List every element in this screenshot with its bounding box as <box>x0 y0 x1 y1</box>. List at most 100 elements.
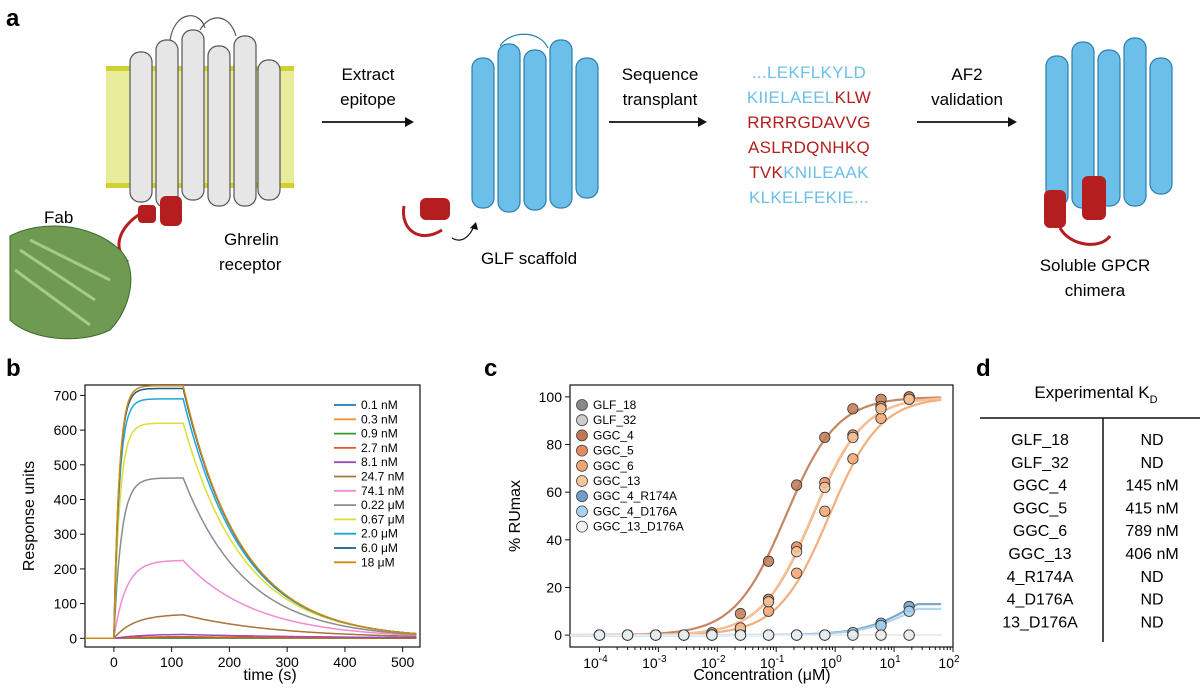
kd-table-value: 145 nM <box>1125 478 1178 495</box>
chart-c-xtick-label: 100 <box>821 654 843 671</box>
chart-c-point <box>903 393 915 405</box>
chart-c-point <box>819 481 831 494</box>
kd-table-value: 415 nM <box>1125 500 1178 517</box>
chart-c-point <box>875 629 887 641</box>
receptor-helices <box>129 15 281 209</box>
kd-table: Experimental KD GLF_18 ND GLF_32 ND GGC_4 145… <box>980 383 1200 642</box>
chart-c-legend-label: GGC_4_D176A <box>593 504 677 518</box>
receptor-label-line2: receptor <box>219 255 282 274</box>
chart-b-legend-label: 18 μM <box>361 555 395 569</box>
kd-table-construct: GLF_32 <box>1011 455 1069 472</box>
chart-c-point <box>791 567 803 579</box>
chart-c-legend-swatch <box>576 520 588 533</box>
sequence-block: ...LEKFLKYLD KIIELAEELKLW RRRRGDAVVG ASLRDQ… <box>747 63 871 207</box>
chart-c-legend-label: GLF_18 <box>593 398 637 412</box>
chart-c-ytick-label: 80 <box>546 437 562 453</box>
chart-b-legend-label: 0.9 nM <box>361 427 398 441</box>
chart-b-legend-label: 2.7 nM <box>361 441 398 455</box>
kd-table-value: 406 nM <box>1125 546 1178 563</box>
chart-b-legend-label: 6.0 μM <box>361 541 398 555</box>
sequence-segment: KLKELFEKIE... <box>749 188 869 207</box>
kd-table-construct: 4_D176A <box>1007 592 1074 609</box>
chart-c-point <box>791 546 803 558</box>
receptor-illustration <box>9 15 294 340</box>
chart-c-legend-label: GGC_5 <box>593 444 634 458</box>
step-transplant-line2: transplant <box>623 90 698 109</box>
chart-c-ytick-label: 20 <box>546 579 562 595</box>
chart-c-legend-label: GGC_6 <box>593 459 634 473</box>
chart-c-xtick-label: 10-4 <box>583 654 608 671</box>
kd-table-value: 789 nM <box>1125 523 1178 540</box>
chart-c-xtick-label: 102 <box>938 654 960 671</box>
chart-c-legend-label: GGC_4 <box>593 428 634 442</box>
kd-table-title: Experimental KD <box>1034 383 1157 406</box>
chart-c-point <box>734 629 747 641</box>
chart-c-point <box>650 629 662 641</box>
chart-b-series-line <box>85 477 417 640</box>
chart-c-dose-response: 10-4 10-3 10-2 10-1 100 101 102 0 20 40 60 80 100 GL… <box>507 384 960 684</box>
chart-c-point <box>875 619 887 632</box>
fab-label: Fab <box>44 208 73 227</box>
chart-c-legend-swatch <box>576 399 588 411</box>
kd-table-value: ND <box>1140 614 1163 631</box>
chart-b-xtick-label: 500 <box>391 654 415 670</box>
kd-table-rows: GLF_18 ND GLF_32 ND GGC_4 145 nM GGC_5 415 nM GG… <box>1002 432 1179 631</box>
chart-b-xtick-label: 400 <box>333 654 357 670</box>
kd-table-construct: GGC_5 <box>1013 500 1067 517</box>
panel-label-b: b <box>6 355 21 382</box>
scaffold-label: GLF scaffold <box>481 249 577 268</box>
chart-c-point <box>875 412 887 424</box>
chart-c-frame <box>569 384 954 648</box>
chart-c-point <box>847 403 859 415</box>
step-af2-line2: validation <box>931 90 1003 109</box>
chart-b-ytick-label: 400 <box>54 492 78 508</box>
chart-b-legend-label: 0.67 μM <box>361 512 405 526</box>
sequence-line: TVKKNILEAAK <box>749 163 869 182</box>
chart-c-legend-swatch <box>576 475 588 487</box>
step-extract-line1: Extract <box>342 65 395 84</box>
chart-c-xtick-label: 10-3 <box>642 654 667 671</box>
kd-table-value: ND <box>1140 592 1163 609</box>
step-transplant-line1: Sequence <box>622 65 699 84</box>
sequence-segment: KNILEAAK <box>783 163 869 182</box>
chart-c-point <box>791 479 803 491</box>
chart-c-point <box>678 629 690 641</box>
arrow-3 <box>917 117 1017 127</box>
chart-c-legend-swatch <box>576 429 588 442</box>
fab-antibody <box>9 225 132 340</box>
kd-table-value: ND <box>1140 432 1163 449</box>
arrow-2 <box>609 117 707 127</box>
chart-b-axes: 0 100 200 300 400 500 0 100 200 300 400 500 600 700 <box>54 387 415 670</box>
chart-c-point <box>621 629 634 641</box>
chart-b-legend-label: 0.1 nM <box>361 398 398 412</box>
sequence-line: ASLRDQNHKQ <box>748 138 870 157</box>
chart-b-ytick-label: 500 <box>54 457 78 473</box>
step-extract-line2: epitope <box>340 90 396 109</box>
chart-b-ytick-label: 200 <box>54 561 78 577</box>
chart-c-legend-swatch <box>576 414 588 427</box>
sequence-segment: ASLRDQNHKQ <box>748 138 870 157</box>
chart-b-series-line <box>85 614 417 640</box>
chart-b-xlabel: time (s) <box>243 667 296 684</box>
chart-b-series-line <box>85 559 417 640</box>
chart-c-legend-label: GGC_13 <box>593 474 641 488</box>
receptor-label-line1: Ghrelin <box>224 230 279 249</box>
chart-b-legend-label: 0.22 μM <box>361 498 405 512</box>
chart-c-point <box>762 596 775 608</box>
chart-c-point <box>593 629 606 641</box>
chart-c-points <box>593 391 915 641</box>
chart-c-point <box>791 629 803 641</box>
chart-b-legend-label: 0.3 nM <box>361 412 398 426</box>
chart-c-point <box>847 431 859 443</box>
chart-c-ytick-label: 100 <box>539 389 563 405</box>
chart-b-xtick-label: 300 <box>275 654 299 670</box>
sequence-segment: TVK <box>749 163 783 182</box>
chart-b-series-group <box>85 384 417 640</box>
chart-b-sensorgram: 0 100 200 300 400 500 0 100 200 300 400 500 600 700 0… <box>21 384 421 684</box>
chart-b-ytick-label: 0 <box>69 630 77 646</box>
result-label-line2: chimera <box>1065 281 1126 300</box>
chart-c-legend-swatch <box>576 490 588 503</box>
chart-c-point <box>875 403 887 415</box>
